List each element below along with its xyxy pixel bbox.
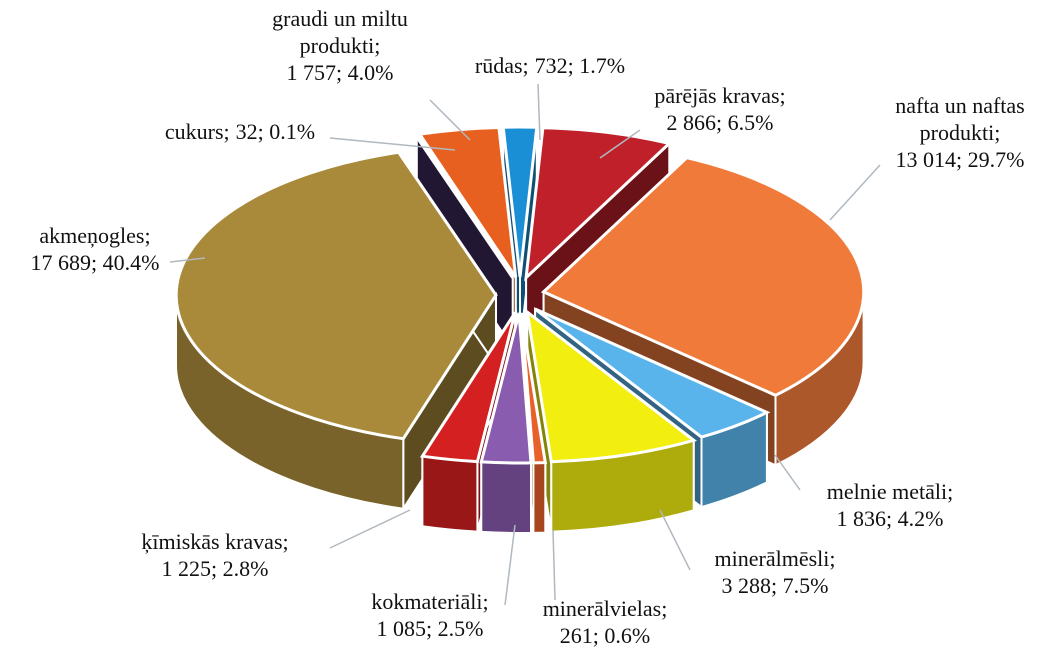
leader-line (774, 454, 801, 491)
category-label: akmeņogles; (39, 223, 151, 248)
slice (540, 156, 866, 397)
slice-side (532, 461, 547, 534)
category-label: graudi un miltu produkti; (272, 6, 408, 58)
leader-line (537, 83, 541, 141)
value-label: 1 225; 2.8% (161, 556, 269, 581)
data-label: ķīmiskās kravas; 1 225; 2.8% (110, 528, 320, 582)
leader-line (599, 129, 641, 159)
value-label: 261; 0.6% (559, 623, 651, 648)
category-label: pārējās kravas; (654, 83, 786, 108)
value-label: 2 866; 6.5% (666, 110, 774, 135)
category-label: minerālvielas; (542, 596, 668, 621)
category-label: melnie metāli; (826, 479, 954, 504)
data-label: nafta un naftas produkti; 13 014; 29.7% (865, 92, 1055, 173)
slice-side (421, 455, 479, 533)
data-label: cukurs; 32; 0.1% (140, 118, 340, 145)
leader-line (504, 524, 516, 606)
category-label: nafta un naftas produkti; (895, 93, 1025, 145)
data-label: pārējās kravas; 2 866; 6.5% (630, 82, 810, 136)
data-label: melnie metāli; 1 836; 4.2% (800, 478, 980, 532)
data-label: minerālvielas; 261; 0.6% (510, 595, 700, 649)
slice (501, 125, 539, 278)
value-label: 1 836; 4.2% (836, 506, 944, 531)
leader-line (329, 509, 411, 549)
category-label: ķīmiskās kravas; (141, 529, 289, 554)
slice (525, 308, 697, 464)
slice (419, 311, 517, 464)
leader-line (829, 164, 881, 221)
value-label: 1 085; 2.5% (376, 616, 484, 641)
category-label: minerālmēsli; (714, 546, 836, 571)
category-label: kokmateriāli; (371, 589, 489, 614)
data-label: rūdas; 732; 1.7% (455, 52, 645, 79)
slice-side (480, 460, 532, 534)
value-label: 1 757; 4.0% (286, 60, 394, 85)
slice (524, 126, 673, 282)
slice (412, 133, 514, 279)
leader-line (659, 509, 691, 571)
data-label: graudi un miltu produkti; 1 757; 4.0% (255, 5, 425, 86)
slice (519, 312, 548, 465)
leader-line (552, 529, 556, 601)
value-label: 32; 0.1% (235, 119, 316, 144)
value-label: 732; 1.7% (534, 53, 626, 78)
value-label: 17 689; 40.4% (30, 250, 160, 275)
slice (479, 312, 533, 465)
category-label: rūdas; (474, 53, 529, 78)
data-label: akmeņogles; 17 689; 40.4% (0, 222, 190, 276)
value-label: 13 014; 29.7% (895, 147, 1025, 172)
value-label: 3 288; 7.5% (721, 573, 829, 598)
leader-line (169, 257, 206, 263)
data-label: minerālmēsli; 3 288; 7.5% (680, 545, 870, 599)
leader-line (329, 137, 456, 151)
data-label: kokmateriāli; 1 085; 2.5% (335, 588, 525, 642)
leader-line (429, 99, 471, 141)
slice (534, 307, 771, 439)
category-label: cukurs; (164, 119, 230, 144)
slice (174, 150, 498, 441)
